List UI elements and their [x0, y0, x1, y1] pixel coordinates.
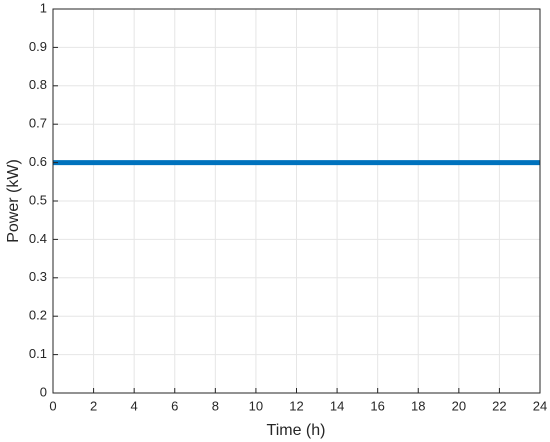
x-tick-label: 22	[492, 398, 506, 413]
y-tick-label: 0.4	[29, 231, 47, 246]
x-tick-label: 14	[330, 398, 344, 413]
y-tick-label: 0.9	[29, 39, 47, 54]
x-axis-label: Time (h)	[267, 422, 326, 439]
y-axis-label: Power (kW)	[5, 159, 22, 243]
y-tick-label: 0.1	[29, 346, 47, 361]
x-tick-label: 20	[452, 398, 466, 413]
x-tick-label: 24	[533, 398, 547, 413]
x-tick-label: 12	[289, 398, 303, 413]
x-tick-label: 2	[90, 398, 97, 413]
x-tick-label: 8	[212, 398, 219, 413]
y-tick-label: 0.7	[29, 116, 47, 131]
x-tick-label: 4	[131, 398, 138, 413]
x-tick-label: 18	[411, 398, 425, 413]
x-tick-label: 16	[370, 398, 384, 413]
y-tick-label: 0.2	[29, 308, 47, 323]
y-tick-label: 0.6	[29, 154, 47, 169]
y-tick-label: 0	[40, 384, 47, 399]
x-tick-label: 0	[49, 398, 56, 413]
y-tick-label: 0.8	[29, 77, 47, 92]
y-tick-label: 1	[40, 0, 47, 15]
y-tick-label: 0.5	[29, 192, 47, 207]
x-tick-label: 6	[171, 398, 178, 413]
x-tick-label: 10	[249, 398, 263, 413]
y-tick-label: 0.3	[29, 269, 47, 284]
